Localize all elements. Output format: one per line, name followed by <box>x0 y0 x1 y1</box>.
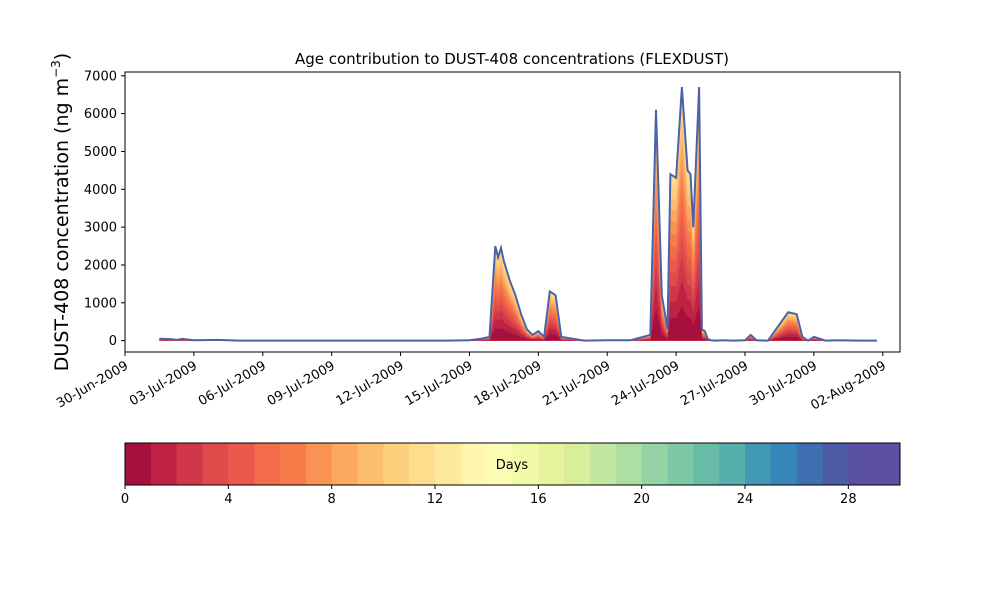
y-axis-label-close: ) <box>51 53 73 60</box>
colorbar-band <box>512 443 539 485</box>
colorbar-band <box>745 443 772 485</box>
colorbar-band <box>305 443 333 485</box>
colorbar-band <box>409 443 436 485</box>
x-tick-label: 27-Jul-2009 <box>678 358 751 409</box>
colorbar-band <box>796 443 823 485</box>
colorbar-band <box>874 443 901 485</box>
x-tick-label: 09-Jul-2009 <box>265 358 338 409</box>
colorbar-tick-label: 0 <box>121 492 129 507</box>
chart-title: Age contribution to DUST-408 concentrati… <box>295 50 729 68</box>
x-axis: 30-Jun-200903-Jul-200906-Jul-200909-Jul-… <box>54 352 889 414</box>
x-tick-label: 24-Jul-2009 <box>609 358 682 409</box>
y-tick-label: 1000 <box>84 296 117 311</box>
colorbar-tick-label: 28 <box>840 492 857 507</box>
colorbar-band <box>590 443 617 485</box>
colorbar-band <box>383 443 410 485</box>
colorbar-band <box>848 443 875 485</box>
y-axis-label-main: DUST-408 concentration (ng m <box>51 78 73 371</box>
x-tick-label: 02-Aug-2009 <box>808 358 888 413</box>
colorbar-band <box>719 443 746 485</box>
colorbar-tick-label: 24 <box>737 492 754 507</box>
y-axis-label: DUST-408 concentration (ng m−3) <box>49 53 73 371</box>
y-axis-label-exp: −3 <box>49 60 63 78</box>
colorbar-frame <box>124 442 901 486</box>
colorbar-tick-label: 20 <box>633 492 650 507</box>
colorbar-band <box>641 443 668 485</box>
colorbar-band <box>615 443 643 485</box>
colorbar-band <box>280 443 307 485</box>
colorbar <box>125 443 901 485</box>
colorbar-band <box>202 443 229 485</box>
x-tick-label: 18-Jul-2009 <box>472 358 545 409</box>
colorbar-band <box>228 443 255 485</box>
colorbar-band <box>770 443 798 485</box>
colorbar-band <box>357 443 384 485</box>
colorbar-band <box>460 443 488 485</box>
y-tick-label: 7000 <box>84 69 117 84</box>
plot-frame <box>124 71 901 353</box>
colorbar-band <box>564 443 591 485</box>
x-tick-label: 12-Jul-2009 <box>334 358 407 409</box>
x-tick-label: 21-Jul-2009 <box>540 358 613 409</box>
colorbar-tick-label: 8 <box>328 492 336 507</box>
x-tick-label: 03-Jul-2009 <box>127 358 200 409</box>
y-axis: 0 1000 2000 3000 4000 5000 6000 7000 <box>84 69 125 349</box>
colorbar-band <box>486 443 513 485</box>
x-tick-label: 15-Jul-2009 <box>403 358 476 409</box>
y-tick-label: 4000 <box>84 183 117 198</box>
y-tick-label: 2000 <box>84 258 117 273</box>
colorbar-label: Days <box>496 458 529 473</box>
y-tick-label: 0 <box>109 334 117 349</box>
colorbar-band <box>176 443 203 485</box>
total-series <box>159 87 877 342</box>
x-tick-label: 06-Jul-2009 <box>196 358 269 409</box>
colorbar-tick-label: 16 <box>530 492 547 507</box>
colorbar-band <box>667 443 694 485</box>
colorbar-tick-label: 12 <box>427 492 444 507</box>
colorbar-tick-label: 4 <box>224 492 232 507</box>
colorbar-band <box>435 443 462 485</box>
colorbar-band <box>693 443 720 485</box>
colorbar-band <box>331 443 358 485</box>
y-tick-label: 5000 <box>84 145 117 160</box>
colorbar-band <box>822 443 849 485</box>
age-band-area <box>159 305 877 341</box>
plot-area <box>159 87 877 341</box>
total-concentration-line <box>159 87 877 342</box>
y-tick-label: 3000 <box>84 221 117 236</box>
colorbar-band <box>254 443 281 485</box>
colorbar-band <box>150 443 178 485</box>
svg-text:DUST-408 concentration (ng m−3: DUST-408 concentration (ng m−3) <box>49 53 73 371</box>
colorbar-band <box>538 443 565 485</box>
colorbar-axis: 0 4 8 12 16 20 24 28 <box>121 485 857 507</box>
y-tick-label: 6000 <box>84 107 117 122</box>
colorbar-band <box>125 443 152 485</box>
